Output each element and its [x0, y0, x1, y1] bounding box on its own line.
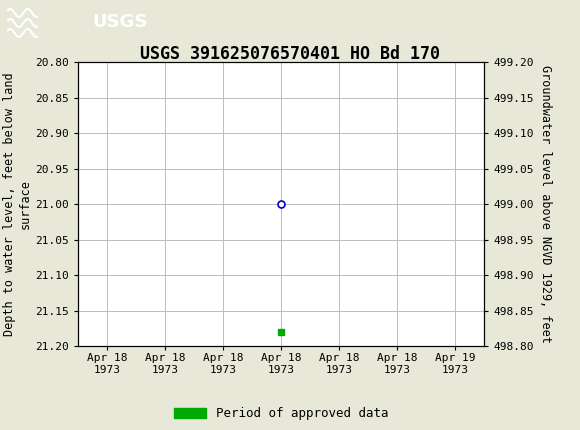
- Legend: Period of approved data: Period of approved data: [169, 402, 393, 425]
- Text: USGS: USGS: [93, 12, 148, 31]
- Y-axis label: Groundwater level above NGVD 1929, feet: Groundwater level above NGVD 1929, feet: [539, 65, 552, 343]
- Text: USGS 391625076570401 HO Bd 170: USGS 391625076570401 HO Bd 170: [140, 45, 440, 63]
- Y-axis label: Depth to water level, feet below land
surface: Depth to water level, feet below land su…: [3, 72, 31, 336]
